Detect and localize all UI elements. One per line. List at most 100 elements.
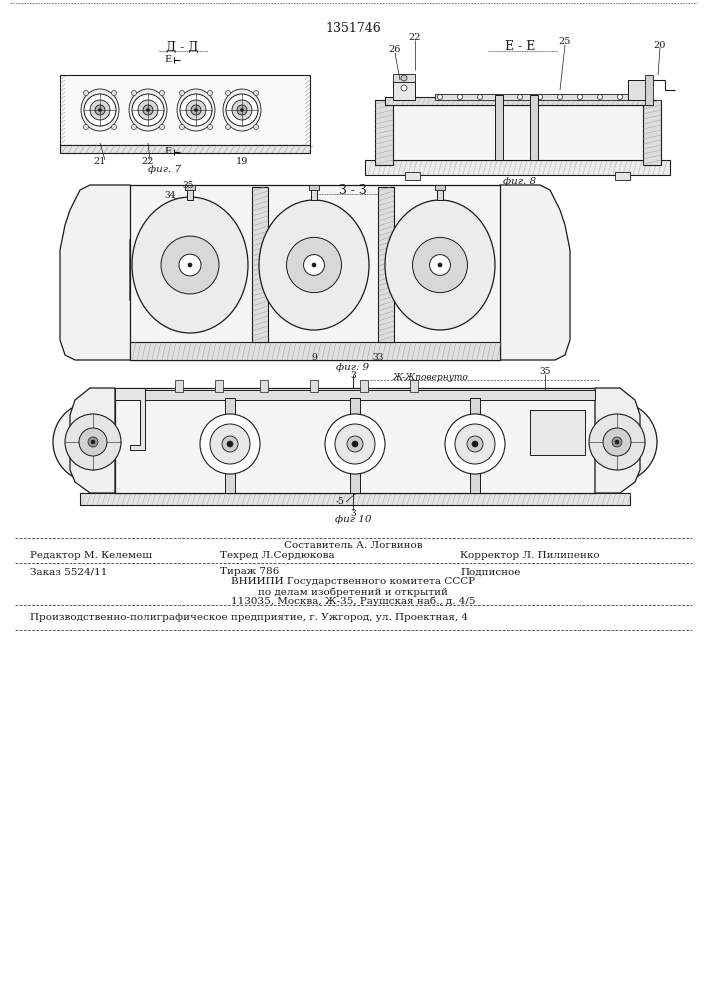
Circle shape — [188, 263, 192, 267]
Circle shape — [222, 436, 238, 452]
Text: 26: 26 — [389, 45, 401, 54]
Circle shape — [226, 94, 258, 126]
Polygon shape — [485, 185, 570, 360]
Ellipse shape — [412, 237, 467, 293]
Circle shape — [615, 440, 619, 444]
Circle shape — [254, 91, 259, 96]
Text: 1351746: 1351746 — [325, 21, 381, 34]
Circle shape — [138, 100, 158, 120]
Circle shape — [232, 100, 252, 120]
Bar — [311, 185, 317, 200]
Circle shape — [207, 91, 213, 96]
Bar — [437, 185, 443, 200]
Text: фиг. 9: фиг. 9 — [337, 363, 370, 372]
Bar — [60, 75, 310, 145]
Text: З - З: З - З — [339, 184, 367, 196]
Bar — [530, 410, 585, 455]
Circle shape — [180, 94, 212, 126]
Circle shape — [457, 95, 462, 100]
Bar — [375, 100, 393, 165]
Bar — [115, 388, 595, 493]
Circle shape — [84, 94, 116, 126]
Ellipse shape — [179, 254, 201, 276]
Ellipse shape — [259, 200, 369, 330]
Polygon shape — [70, 388, 115, 493]
Circle shape — [143, 105, 153, 115]
Text: 35: 35 — [539, 367, 551, 376]
Circle shape — [518, 95, 522, 100]
Circle shape — [226, 91, 230, 96]
Circle shape — [180, 124, 185, 129]
Bar — [310, 380, 318, 392]
Circle shape — [597, 95, 602, 100]
Bar — [435, 185, 445, 190]
Polygon shape — [60, 185, 145, 360]
Circle shape — [445, 414, 505, 474]
Bar — [260, 380, 268, 392]
Bar — [350, 398, 360, 493]
Text: 3: 3 — [350, 508, 356, 518]
Circle shape — [325, 414, 385, 474]
Circle shape — [146, 108, 149, 111]
Bar — [385, 97, 650, 105]
Circle shape — [335, 424, 375, 464]
Bar — [175, 380, 183, 392]
Circle shape — [95, 105, 105, 115]
Circle shape — [438, 263, 442, 267]
Circle shape — [558, 95, 563, 100]
Text: Заказ 5524/11: Заказ 5524/11 — [30, 568, 107, 576]
Circle shape — [603, 428, 631, 456]
Bar — [435, 94, 630, 100]
Bar — [360, 380, 368, 392]
Text: Ж-Жповернуто: Ж-Жповернуто — [392, 373, 468, 382]
Circle shape — [477, 95, 482, 100]
Circle shape — [83, 124, 88, 129]
Text: 3: 3 — [350, 370, 356, 379]
Ellipse shape — [129, 89, 167, 131]
Polygon shape — [115, 388, 145, 450]
Circle shape — [88, 437, 98, 447]
Ellipse shape — [81, 89, 119, 131]
Bar — [60, 145, 310, 153]
Circle shape — [237, 105, 247, 115]
Ellipse shape — [223, 89, 261, 131]
Circle shape — [438, 95, 443, 100]
Text: фиг. 7: фиг. 7 — [148, 165, 182, 174]
Circle shape — [53, 402, 133, 482]
Circle shape — [312, 263, 316, 267]
Bar — [628, 80, 646, 100]
Circle shape — [578, 95, 583, 100]
Ellipse shape — [385, 200, 495, 330]
Text: Техред Л.Сердюкова: Техред Л.Сердюкова — [220, 550, 334, 560]
Text: фиг 10: фиг 10 — [334, 516, 371, 524]
Bar — [252, 187, 268, 342]
Bar — [130, 185, 500, 360]
Circle shape — [132, 124, 136, 129]
Circle shape — [112, 124, 117, 129]
Text: Корректор Л. Пилипенко: Корректор Л. Пилипенко — [460, 550, 600, 560]
Circle shape — [226, 124, 230, 129]
Text: 35: 35 — [182, 180, 194, 190]
Text: 34: 34 — [164, 190, 175, 200]
Ellipse shape — [303, 255, 325, 275]
Circle shape — [498, 95, 503, 100]
Text: 9: 9 — [311, 353, 317, 361]
Bar — [645, 75, 653, 105]
Ellipse shape — [161, 236, 219, 294]
Circle shape — [180, 91, 185, 96]
Text: 20: 20 — [654, 40, 666, 49]
Circle shape — [186, 100, 206, 120]
Ellipse shape — [286, 237, 341, 293]
Circle shape — [617, 95, 622, 100]
Text: ВНИИПИ Государственного комитета СССР: ВНИИПИ Государственного комитета СССР — [231, 578, 475, 586]
Text: 113035, Москва, Ж-35, Раушская наб., д. 4/5: 113035, Москва, Ж-35, Раушская наб., д. … — [230, 596, 475, 606]
Circle shape — [455, 424, 495, 464]
Bar — [215, 380, 223, 392]
Bar — [405, 172, 420, 180]
Text: Е - Е: Е - Е — [505, 40, 535, 53]
Text: Производственно-полиграфическое предприятие, г. Ужгород, ул. Проектная, 4: Производственно-полиграфическое предприя… — [30, 613, 468, 622]
Text: Редактор М. Келемеш: Редактор М. Келемеш — [30, 550, 152, 560]
Circle shape — [537, 95, 542, 100]
Circle shape — [194, 108, 197, 111]
Bar — [410, 380, 418, 392]
